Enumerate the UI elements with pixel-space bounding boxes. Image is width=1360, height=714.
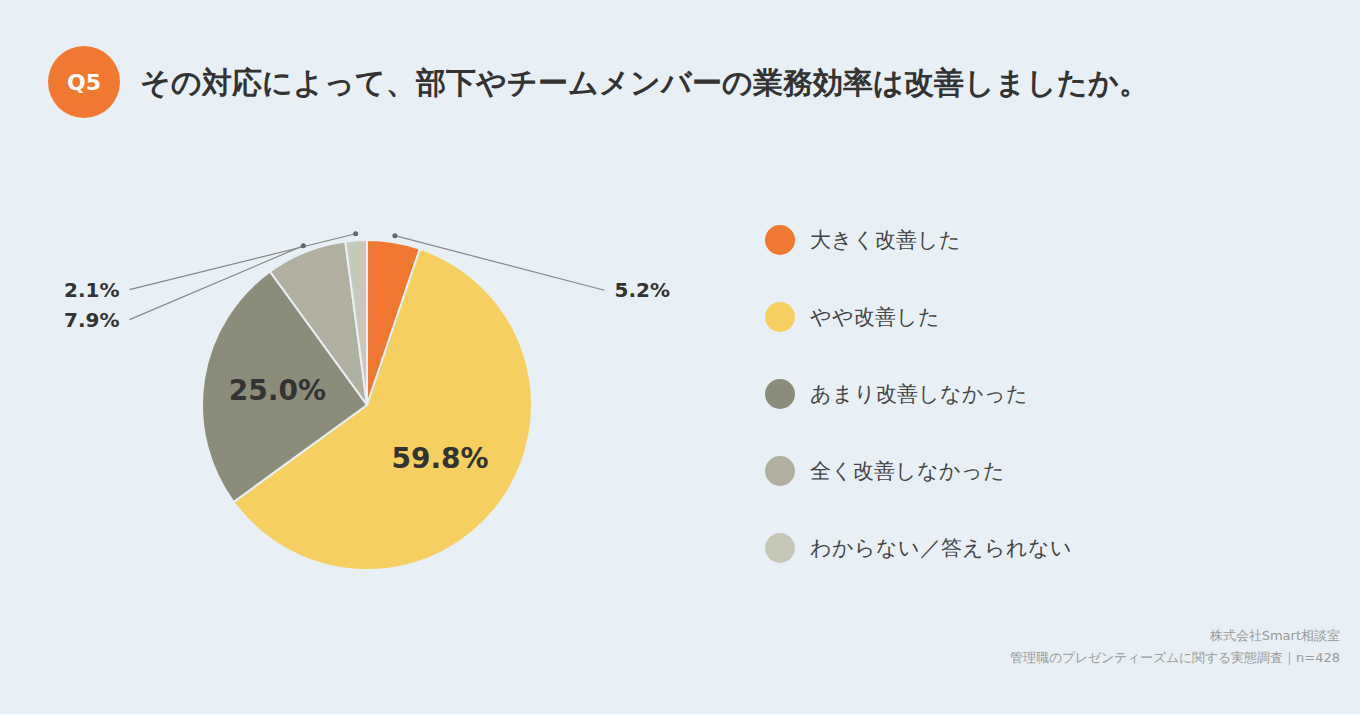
background: [0, 0, 1360, 714]
legend-swatch: [765, 533, 795, 563]
legend-swatch: [765, 302, 795, 332]
legend-label: あまり改善しなかった: [810, 382, 1028, 406]
title: その対応によって、部下やチームメンバーの業務効率は改善しましたか。: [140, 65, 1149, 100]
leader-line: [130, 234, 356, 290]
legend-swatch: [765, 379, 795, 409]
footnote: 株式会社Smart相談室: [1209, 628, 1340, 643]
pie: [202, 240, 532, 570]
legend-label: 全く改善しなかった: [810, 459, 1005, 483]
leader-dot: [353, 231, 358, 236]
leader-dot: [301, 243, 306, 248]
legend-label: わからない／答えられない: [810, 536, 1072, 560]
data-label: 2.1%: [64, 278, 119, 302]
legend-swatch: [765, 225, 795, 255]
pie-labels: 59.8% 25.0% 2.1% 7.9% 5.2%: [64, 231, 670, 475]
data-label: 7.9%: [64, 308, 119, 332]
leader-dot: [392, 233, 397, 238]
data-label: 5.2%: [615, 278, 670, 302]
legend: 大きく改善したやや改善したあまり改善しなかった全く改善しなかったわからない／答え…: [765, 225, 1072, 563]
legend-label: 大きく改善した: [810, 228, 961, 252]
leader-line: [130, 246, 304, 320]
pie-slice: [345, 240, 367, 405]
badge-label: Q5: [67, 70, 101, 95]
data-label: 59.8%: [392, 442, 489, 475]
leader-line: [395, 236, 605, 291]
chart: Q5 その対応によって、部下やチームメンバーの業務効率は改善しましたか。 59.8%…: [0, 0, 1360, 714]
badge: [48, 46, 120, 118]
footnote: 管理職のプレゼンティーズムに関する実態調査｜n=428: [1010, 650, 1340, 666]
data-label: 25.0%: [229, 374, 326, 407]
legend-swatch: [765, 456, 795, 486]
legend-label: やや改善した: [810, 305, 940, 329]
